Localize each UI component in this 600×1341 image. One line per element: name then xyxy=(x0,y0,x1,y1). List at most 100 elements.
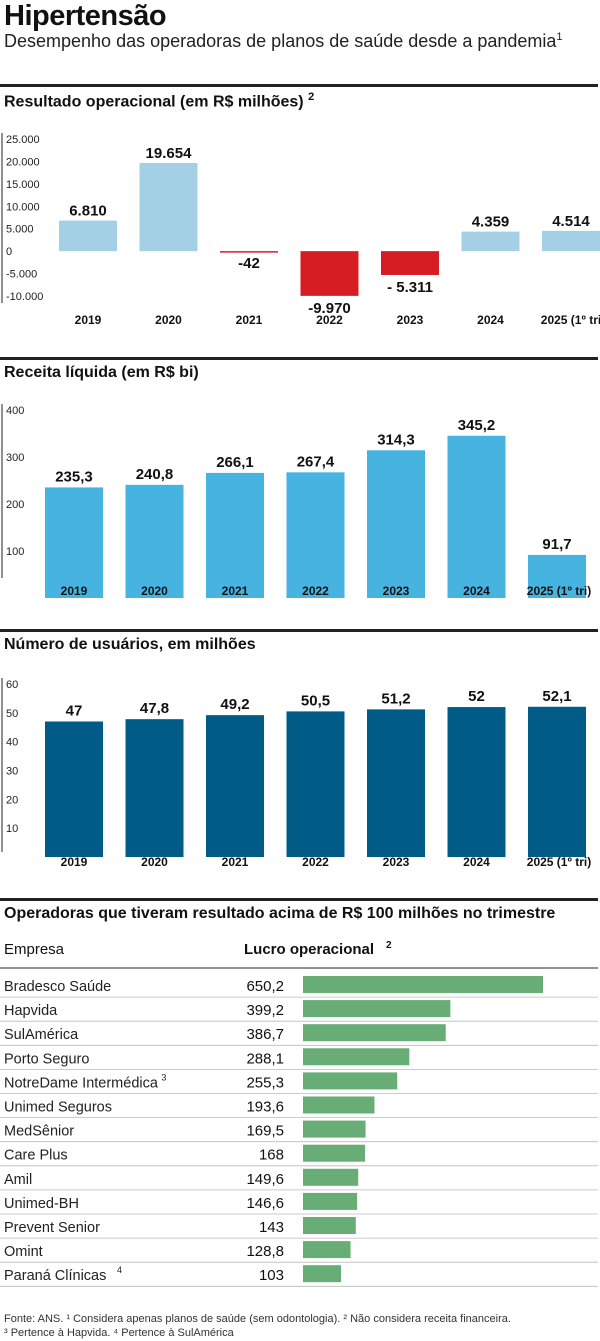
bar xyxy=(303,1096,375,1114)
data-label: 52 xyxy=(468,688,485,705)
data-label: 6.810 xyxy=(69,203,107,220)
y-tick-label: 100 xyxy=(6,546,24,558)
data-label: 4.514 xyxy=(552,213,590,230)
bar xyxy=(303,1144,366,1162)
footnote-line-2: ³ Pertence à Hapvida. ⁴ Pertence à SulAm… xyxy=(4,1327,234,1339)
company-name: SulAmérica xyxy=(4,1027,79,1043)
chart1-title: Resultado operacional (em R$ milhões) 2 xyxy=(4,91,314,111)
data-label: 91,7 xyxy=(542,536,571,553)
bar xyxy=(303,1024,446,1042)
data-label: 235,3 xyxy=(55,468,93,485)
company-name: Paraná Clínicas xyxy=(4,1268,106,1284)
value-label: 146,6 xyxy=(246,1195,284,1212)
x-tick-label: 2022 xyxy=(316,313,343,327)
bar xyxy=(303,1168,359,1186)
company-name: MedSênior xyxy=(4,1124,74,1140)
data-label: 47,8 xyxy=(140,700,169,717)
operating-result-chart: 25.000 20.000 15.000 10.000 5.000 0 -5.000 -10.… xyxy=(1,133,600,327)
data-label: 19.654 xyxy=(146,145,193,162)
value-label: 169,5 xyxy=(246,1123,284,1140)
data-label: 49,2 xyxy=(220,696,249,713)
y-tick-label: 20 xyxy=(6,794,18,806)
bar xyxy=(303,1192,358,1210)
company-name: Unimed-BH xyxy=(4,1196,79,1212)
value-label: 103 xyxy=(259,1267,284,1284)
data-label: 345,2 xyxy=(458,417,496,434)
bar xyxy=(125,484,184,598)
x-tick-label: 2023 xyxy=(383,855,410,869)
column-header-company: Empresa xyxy=(4,941,65,958)
data-label: 52,1 xyxy=(542,688,571,705)
y-tick-label: 5.000 xyxy=(6,224,34,236)
chart4-title: Operadoras que tiveram resultado acima d… xyxy=(4,905,556,922)
data-label: 47 xyxy=(66,702,83,719)
chart1-title-note: 2 xyxy=(308,91,315,103)
bar xyxy=(461,231,520,252)
chart2-title: Receita líquida (em R$ bi) xyxy=(4,364,199,381)
company-name: Unimed Seguros xyxy=(4,1100,112,1116)
operators-bar-table: Empresa Lucro operacional 2 Bradesco Saúde 6… xyxy=(0,940,598,1287)
x-tick-label: 2021 xyxy=(222,855,249,869)
y-tick-label: 300 xyxy=(6,452,24,464)
x-tick-label: 2020 xyxy=(141,855,168,869)
value-label: 255,3 xyxy=(246,1074,284,1091)
y-tick-label: 0 xyxy=(6,246,12,258)
bar xyxy=(381,251,439,275)
bar xyxy=(447,435,506,598)
column-header-note: 2 xyxy=(386,940,392,951)
bar xyxy=(303,976,543,993)
value-label: 168 xyxy=(259,1147,284,1164)
company-name: Care Plus xyxy=(4,1148,68,1164)
bar xyxy=(303,1265,342,1283)
bar xyxy=(300,251,359,296)
bar xyxy=(367,709,425,857)
data-label: 267,4 xyxy=(297,453,335,470)
x-tick-label: 2019 xyxy=(61,584,88,598)
page-subtitle: Desempenho das operadoras de planos de s… xyxy=(4,31,563,52)
y-tick-label: -10.000 xyxy=(6,291,43,303)
company-name: Prevent Senior xyxy=(4,1220,100,1236)
company-note: 3 xyxy=(161,1072,166,1082)
data-label: 266,1 xyxy=(216,454,254,471)
bar xyxy=(303,1000,451,1018)
data-label: 50,5 xyxy=(301,692,330,709)
x-tick-label: 2019 xyxy=(75,313,102,327)
bar xyxy=(542,230,600,252)
value-label: 128,8 xyxy=(246,1243,284,1260)
bar xyxy=(125,719,184,857)
bar xyxy=(303,1120,366,1138)
value-label: 399,2 xyxy=(246,1002,284,1019)
bar xyxy=(303,1072,398,1090)
x-tick-label: 2025 (1º tri) xyxy=(541,313,600,327)
section-rule xyxy=(0,84,598,87)
subtitle-note: 1 xyxy=(556,31,563,43)
y-tick-label: 400 xyxy=(6,405,24,417)
page-title: Hipertensão xyxy=(4,0,167,32)
x-tick-label: 2023 xyxy=(397,313,424,327)
x-tick-label: 2025 (1º tri) xyxy=(527,584,591,598)
bar xyxy=(139,162,198,252)
data-label: -42 xyxy=(238,255,260,272)
y-tick-label: 40 xyxy=(6,737,18,749)
value-label: 193,6 xyxy=(246,1099,284,1116)
value-label: 143 xyxy=(259,1219,284,1236)
y-tick-label: 15.000 xyxy=(6,179,40,191)
company-name: Porto Seguro xyxy=(4,1051,89,1067)
bar xyxy=(206,715,264,857)
company-name: Hapvida xyxy=(4,1003,58,1019)
y-tick-label: 200 xyxy=(6,499,24,511)
bar xyxy=(220,251,278,253)
users-chart: 60 50 40 30 20 10 47 2019 47,8 2020 49,2 2021 50,5 20… xyxy=(1,678,591,869)
section-rule xyxy=(0,898,598,901)
y-tick-label: 10.000 xyxy=(6,201,40,213)
bar xyxy=(45,721,103,857)
value-label: 386,7 xyxy=(246,1026,284,1043)
x-tick-label: 2020 xyxy=(155,313,182,327)
x-tick-label: 2023 xyxy=(383,584,410,598)
footnote-line-1: Fonte: ANS. ¹ Considera apenas planos de… xyxy=(4,1313,511,1325)
company-note: 4 xyxy=(117,1265,122,1275)
data-label: - 5.311 xyxy=(387,279,433,296)
net-revenue-chart: 400 300 200 100 235,3 2019 240,8 2020 266,1 2021 2… xyxy=(1,404,591,598)
data-label: 4.359 xyxy=(472,214,510,231)
y-tick-label: 25.000 xyxy=(6,134,40,146)
